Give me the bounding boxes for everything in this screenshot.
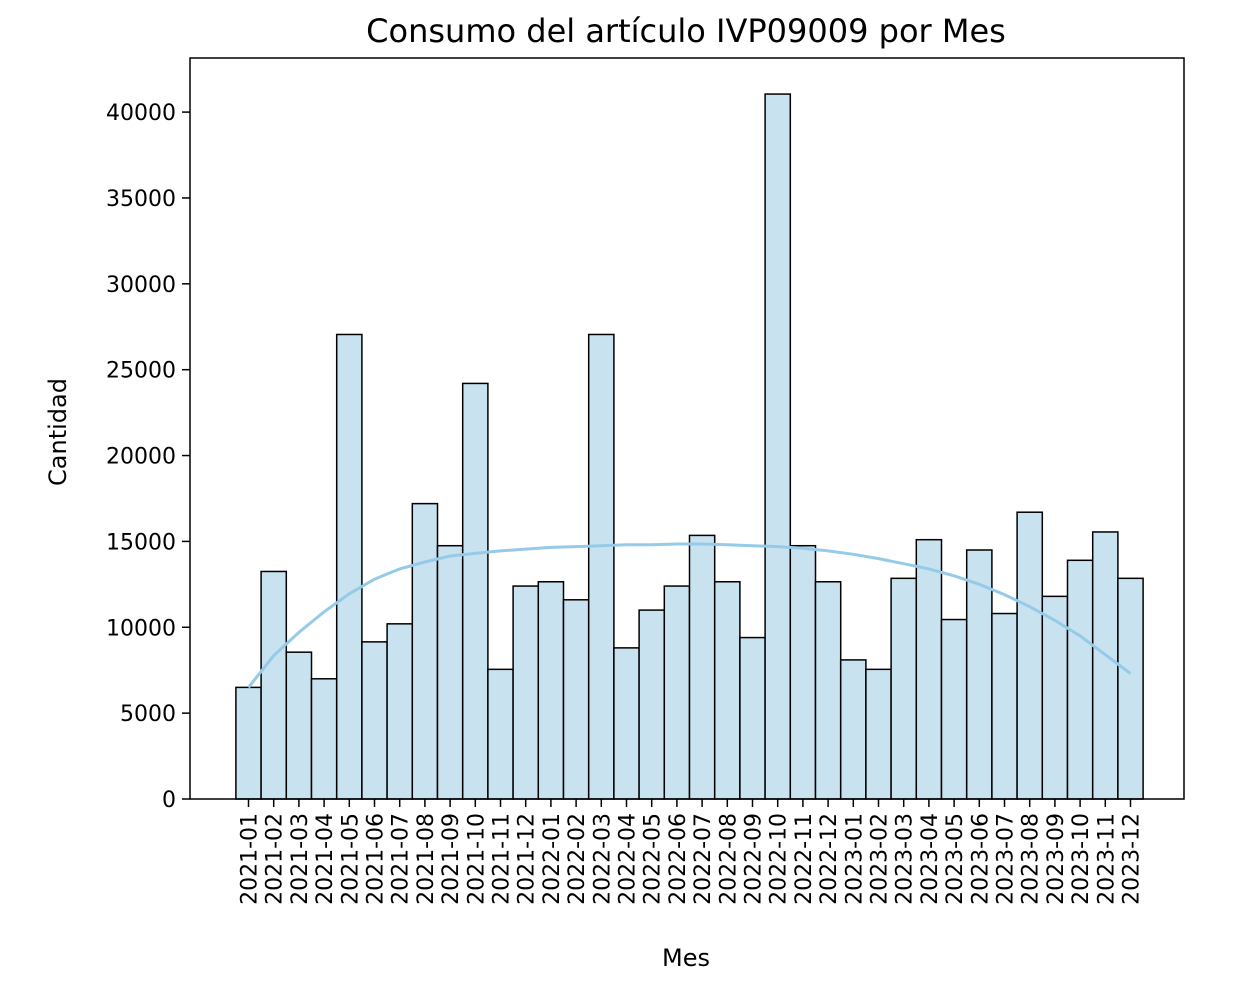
x-tick-label: 2021-07 <box>389 813 414 905</box>
bar-2021-04 <box>310 678 338 800</box>
x-tick-label: 2022-04 <box>616 813 641 905</box>
x-tick-label: 2022-08 <box>716 813 741 905</box>
bar-2022-02 <box>562 599 590 800</box>
plot-frame <box>189 57 1185 800</box>
x-tick-label: 2021-06 <box>364 813 389 905</box>
bars-layer <box>235 93 1144 800</box>
chart-title: Consumo del artículo IVP09009 por Mes <box>366 12 1006 50</box>
bar-2021-07 <box>386 623 414 800</box>
bar-2022-07 <box>688 534 716 800</box>
x-tick-label: 2023-11 <box>1094 813 1119 905</box>
bar-2023-12 <box>1117 577 1144 800</box>
y-axis-label: Cantidad <box>44 378 72 486</box>
x-tick-label: 2022-02 <box>565 813 590 905</box>
x-tick-label: 2021-08 <box>414 813 439 905</box>
bar-2021-06 <box>361 641 388 800</box>
trend-line <box>247 542 1132 689</box>
y-axis: 0 5000 10000 15000 20000 25000 30000 35000 40000 <box>106 101 190 813</box>
x-tick-label: 2021-04 <box>313 813 338 905</box>
bar-2023-10 <box>1066 559 1094 800</box>
y-tick-label: 40000 <box>106 101 176 126</box>
x-tick-label: 2023-03 <box>893 813 918 905</box>
bar-2023-01 <box>839 659 867 800</box>
bar-2021-12 <box>512 585 540 800</box>
bar-2023-06 <box>965 549 993 800</box>
x-tick-label: 2023-08 <box>1019 813 1044 905</box>
bar-2023-02 <box>865 668 892 800</box>
x-tick-label: 2023-06 <box>968 813 993 905</box>
y-tick-label: 20000 <box>106 445 176 470</box>
bar-2022-04 <box>613 647 640 800</box>
bar-2023-04 <box>915 538 943 800</box>
x-tick-label: 2023-09 <box>1044 813 1069 905</box>
x-tick-label: 2021-03 <box>288 813 313 905</box>
y-tick-label: 35000 <box>106 187 176 212</box>
y-tick-label: 25000 <box>106 359 176 384</box>
x-tick-label: 2021-10 <box>464 813 489 905</box>
bar-2021-02 <box>260 570 288 800</box>
bar-2021-10 <box>461 382 489 800</box>
x-tick-label: 2021-12 <box>515 813 540 905</box>
x-tick-label: 2021-09 <box>439 813 464 905</box>
x-tick-label: 2023-07 <box>994 813 1019 905</box>
x-tick-label: 2022-01 <box>540 813 565 905</box>
x-tick-label: 2023-12 <box>1120 813 1145 905</box>
x-tick-label: 2022-09 <box>742 813 767 905</box>
x-tick-label: 2023-04 <box>918 813 943 905</box>
x-tick-label: 2023-02 <box>868 813 893 905</box>
bar-2021-09 <box>436 544 464 800</box>
x-tick-label: 2022-05 <box>641 813 666 905</box>
bar-2022-01 <box>537 581 565 800</box>
bar-2023-05 <box>940 618 968 800</box>
y-tick-label: 0 <box>162 788 176 813</box>
bar-2022-09 <box>739 636 766 800</box>
x-tick-label: 2021-01 <box>238 813 263 905</box>
y-tick-label: 5000 <box>120 702 176 727</box>
bar-2022-11 <box>789 544 817 800</box>
bar-2022-08 <box>713 581 741 800</box>
x-tick-label: 2022-10 <box>767 813 792 905</box>
bar-2023-03 <box>890 577 918 800</box>
x-tick-label: 2022-06 <box>666 813 691 905</box>
bar-2023-11 <box>1091 531 1119 800</box>
bar-2022-10 <box>764 93 792 800</box>
x-tick-label: 2023-10 <box>1069 813 1094 905</box>
x-axis: 2021-01 2021-02 2021-03 2021-04 2021-05 2021-… <box>238 799 1145 905</box>
bar-2022-12 <box>814 581 842 800</box>
bar-2023-08 <box>1016 511 1044 800</box>
x-tick-label: 2023-05 <box>943 813 968 905</box>
bar-2023-07 <box>991 612 1018 800</box>
x-tick-label: 2021-02 <box>263 813 288 905</box>
x-axis-label: Mes <box>662 944 710 972</box>
bar-2023-09 <box>1041 595 1069 800</box>
y-tick-label: 30000 <box>106 273 176 298</box>
x-tick-label: 2022-03 <box>590 813 615 905</box>
bar-2022-03 <box>587 333 615 800</box>
x-tick-label: 2021-05 <box>338 813 363 905</box>
x-tick-label: 2021-11 <box>490 813 515 905</box>
bar-2021-08 <box>411 502 439 800</box>
y-tick-label: 10000 <box>106 616 176 641</box>
x-tick-label: 2022-12 <box>817 813 842 905</box>
bar-2022-05 <box>638 609 666 800</box>
bar-2021-05 <box>335 333 363 800</box>
x-tick-label: 2022-11 <box>792 813 817 905</box>
bar-2021-03 <box>285 651 313 800</box>
bar-2021-11 <box>487 668 514 800</box>
bar-2021-01 <box>235 686 262 800</box>
x-tick-label: 2023-01 <box>842 813 867 905</box>
x-tick-label: 2022-07 <box>691 813 716 905</box>
bar-2022-06 <box>663 585 691 800</box>
y-tick-label: 15000 <box>106 530 176 555</box>
